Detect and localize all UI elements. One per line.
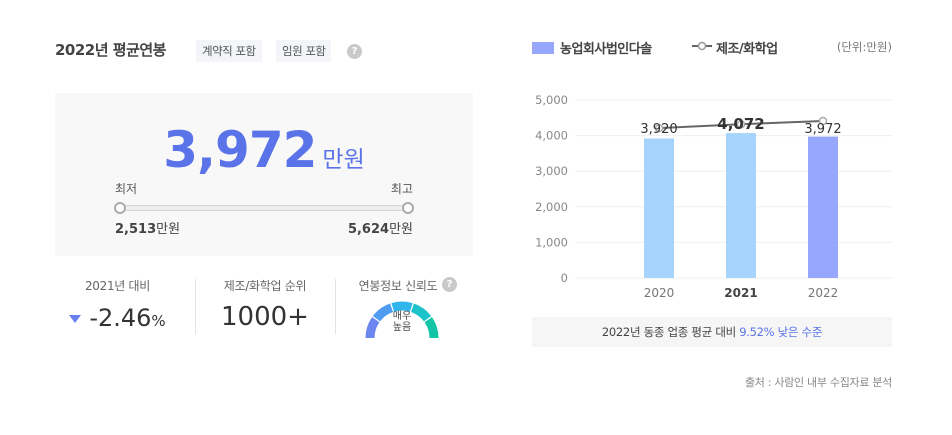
- comparison-highlight: 9.52% 낮은 수준: [739, 325, 823, 339]
- average-salary-value: 3,972: [163, 121, 317, 179]
- svg-text:2020: 2020: [644, 286, 675, 300]
- svg-text:3,000: 3,000: [535, 164, 568, 178]
- max-salary: 5,624만원: [347, 222, 413, 237]
- unit-note: (단위:만원): [836, 40, 892, 54]
- legend-line-marker-icon: [692, 41, 712, 51]
- yoy-change-label: 2021년 대비: [84, 279, 151, 293]
- page-title: 2022년 평균연봉: [55, 41, 166, 59]
- executive-included-tag: 임원 포함: [276, 40, 332, 62]
- contract-included-tag: 계약직 포함: [196, 40, 262, 62]
- svg-text:5,000: 5,000: [535, 93, 568, 107]
- down-triangle-icon: [69, 315, 82, 323]
- salary-summary-panel: 3,972 만원 최저 최고 2,513만원 5,624만원: [55, 93, 473, 256]
- svg-text:2,000: 2,000: [535, 200, 568, 214]
- salary-range-track: [119, 205, 409, 211]
- max-marker: [402, 202, 414, 214]
- reliability-label: 연봉정보 신뢰도: [358, 279, 438, 293]
- yoy-change: -2.46%: [55, 304, 180, 332]
- legend-company: 농업회사법인다솔: [560, 42, 652, 57]
- reliability-value: 매우 높음: [392, 311, 412, 333]
- divider: [335, 279, 336, 334]
- yoy-change-value: -2.46: [89, 304, 152, 332]
- average-salary: 3,972 만원: [55, 121, 473, 179]
- svg-text:2022: 2022: [808, 286, 839, 300]
- min-label: 최저: [115, 182, 138, 196]
- max-label: 최고: [390, 182, 413, 196]
- min-marker: [114, 202, 126, 214]
- industry-comparison: 2022년 동종 업종 평균 대비 9.52% 낮은 수준: [532, 317, 892, 347]
- svg-text:2021: 2021: [724, 286, 757, 300]
- divider: [195, 279, 196, 334]
- svg-text:4,072: 4,072: [717, 115, 764, 133]
- legend-bar-swatch: [532, 42, 554, 54]
- reliability-gauge-icon: [365, 301, 439, 338]
- reliability-help-icon[interactable]: ?: [442, 277, 457, 292]
- min-salary: 2,513만원: [115, 222, 181, 237]
- industry-rank-value: 1000+: [221, 302, 309, 332]
- legend-industry: 제조/화학업: [716, 42, 778, 57]
- svg-text:3,920: 3,920: [640, 122, 677, 137]
- salary-trend-chart: 0 1,000 2,000 3,000 4,000 5,000 2020 2021 2022 3,…: [535, 93, 892, 300]
- average-salary-unit: 만원: [322, 147, 365, 173]
- svg-text:1,000: 1,000: [535, 235, 568, 249]
- help-icon[interactable]: ?: [347, 44, 362, 59]
- svg-text:0: 0: [561, 271, 568, 285]
- svg-text:3,972: 3,972: [804, 122, 841, 137]
- data-source: 출처 : 사람인 내부 수집자료 분석: [744, 376, 892, 389]
- industry-rank-label: 제조/화학업 순위: [223, 279, 307, 293]
- svg-text:4,000: 4,000: [535, 129, 568, 143]
